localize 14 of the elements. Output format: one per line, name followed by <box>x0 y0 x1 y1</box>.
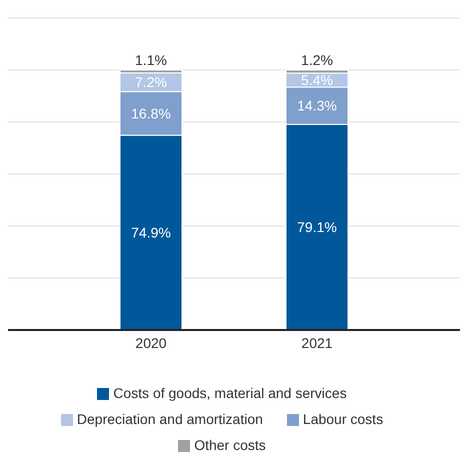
data-label: 74.9% <box>131 224 171 241</box>
data-label: 14.3% <box>297 98 337 114</box>
legend-label: Depreciation and amortization <box>76 411 263 427</box>
data-label: 1.2% <box>301 52 333 68</box>
data-label: 1.1% <box>135 52 167 68</box>
x-tick-label: 2020 <box>135 334 167 351</box>
data-label: 5.4% <box>301 72 333 88</box>
data-label: 79.1% <box>297 219 337 236</box>
legend-label: Costs of goods, material and services <box>113 385 347 401</box>
legend-label: Labour costs <box>302 411 384 427</box>
x-tick-label: 2021 <box>301 334 333 351</box>
data-label: 7.2% <box>135 74 167 90</box>
data-label: 16.8% <box>131 105 171 122</box>
legend-label: Other costs <box>194 437 266 453</box>
